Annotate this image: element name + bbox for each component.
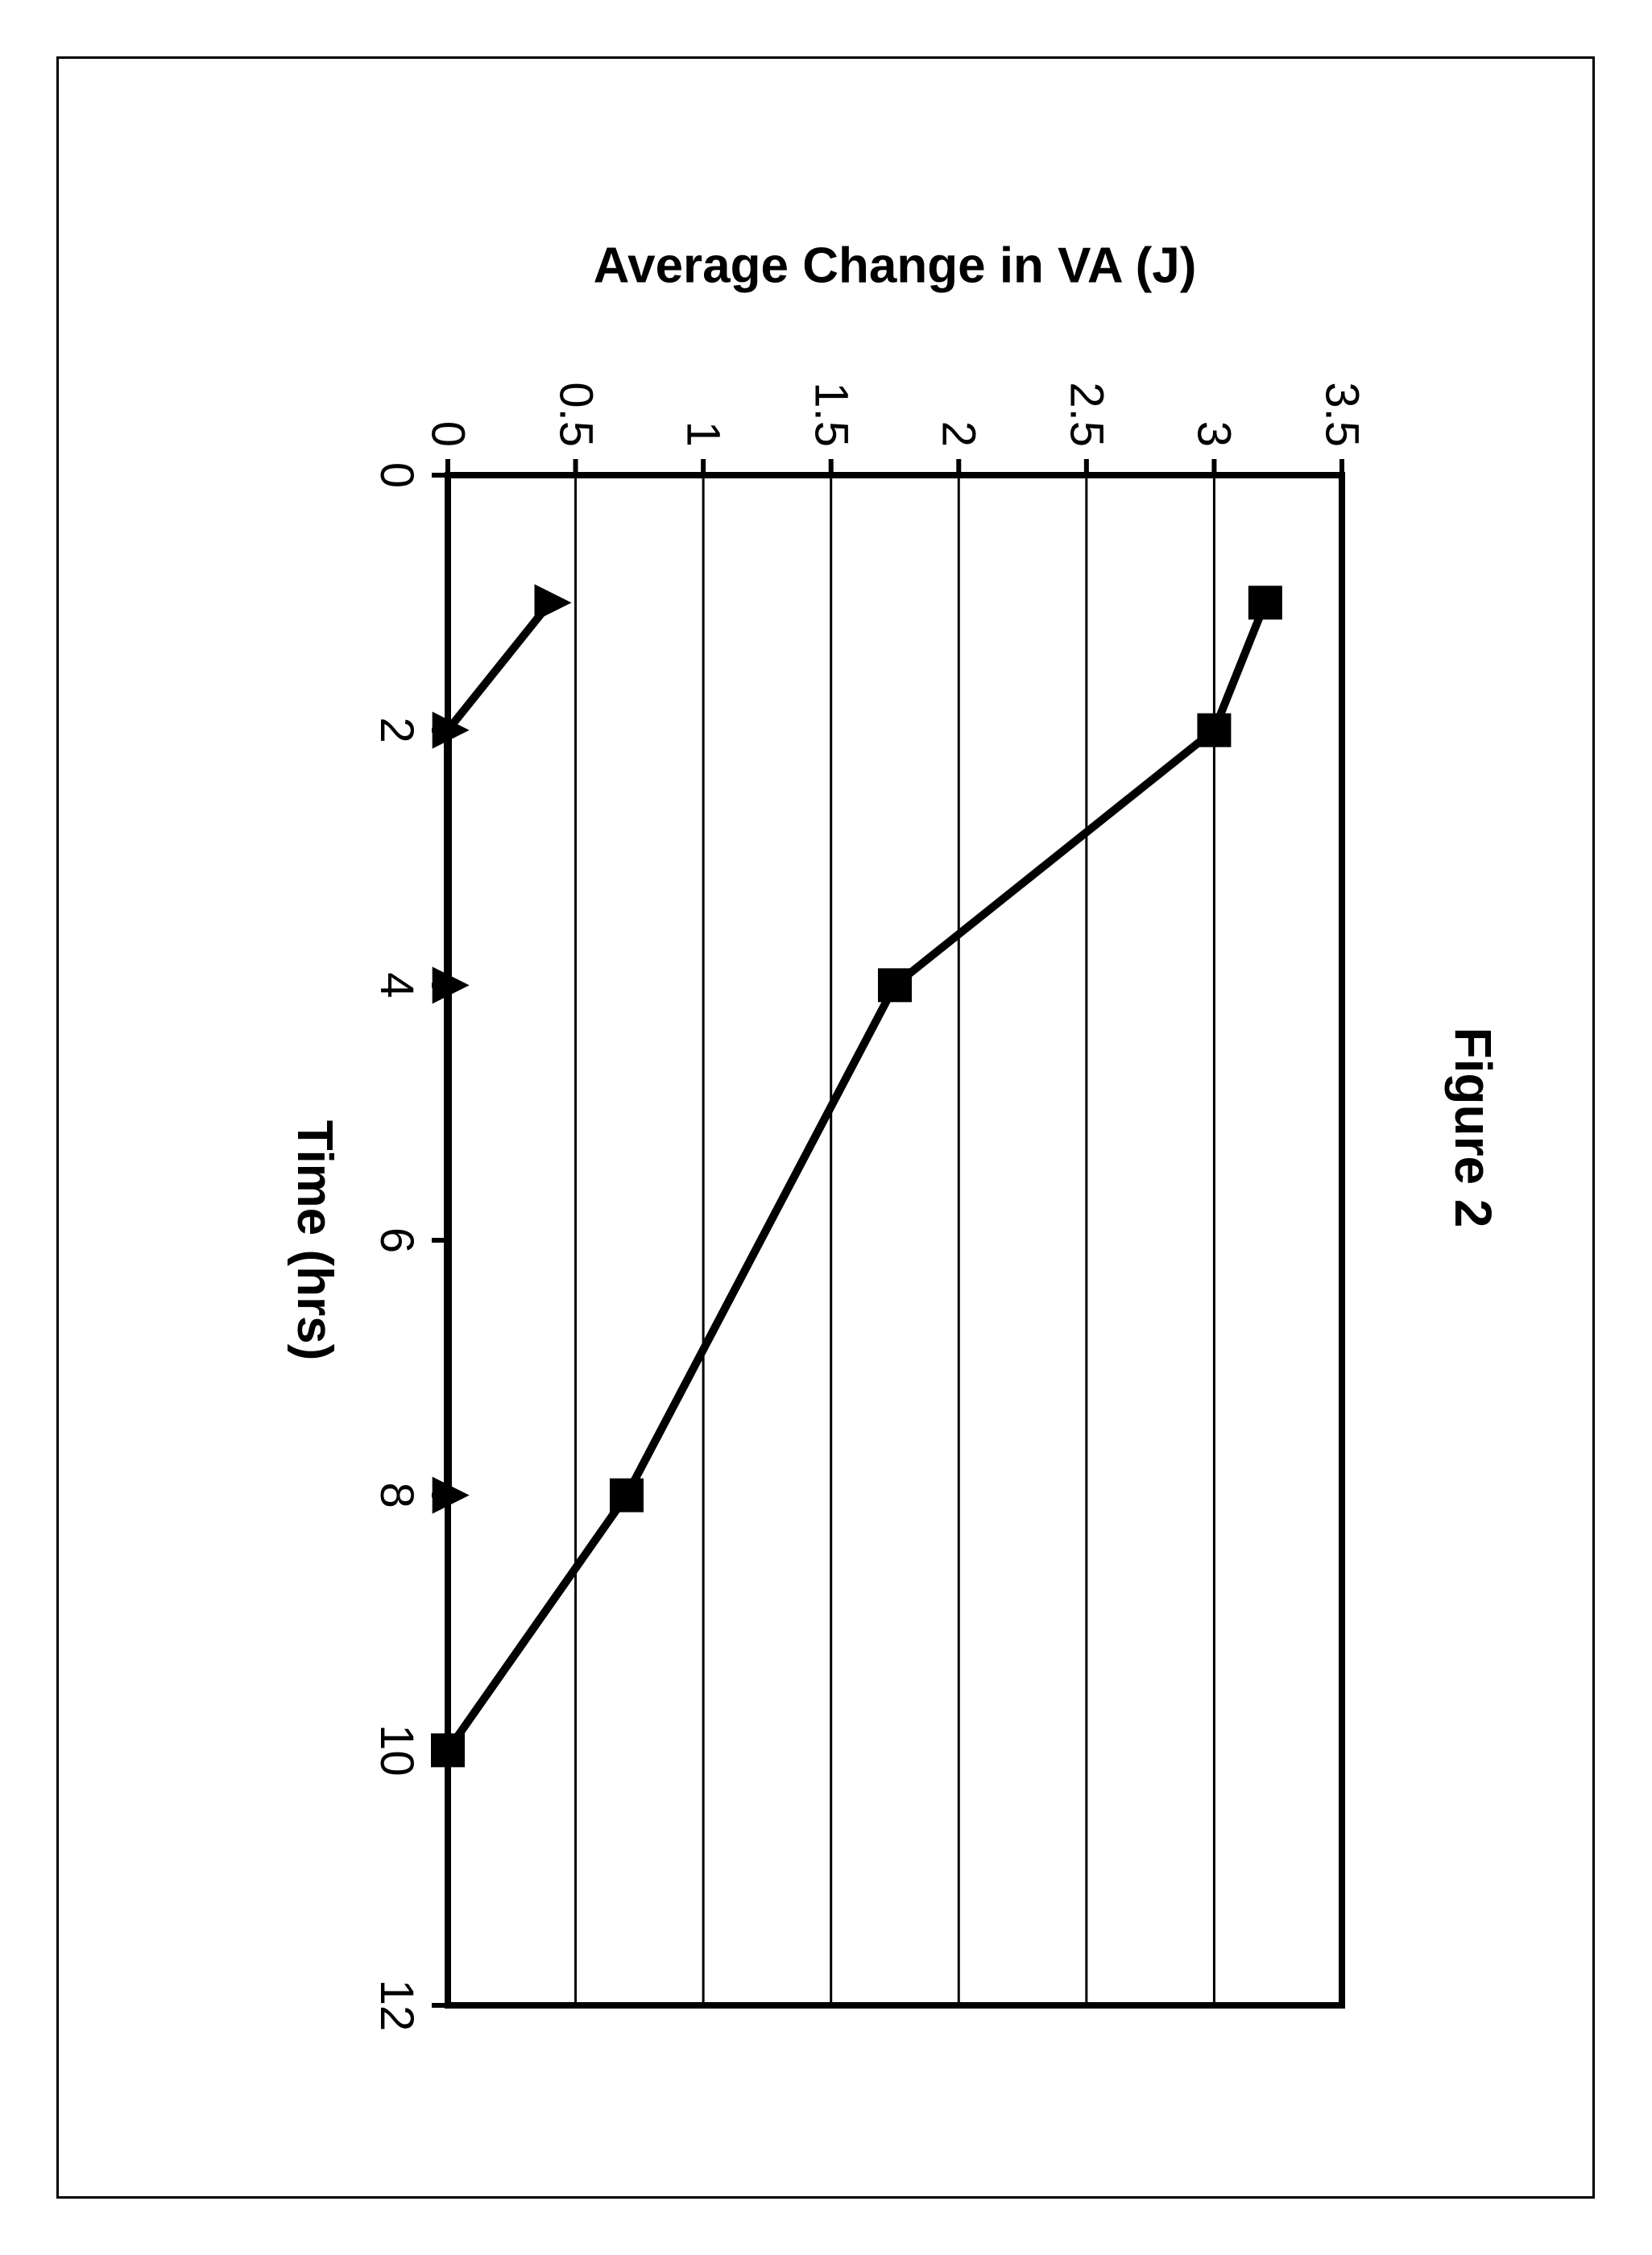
marker-square: [610, 1479, 644, 1512]
tick-label: 12: [370, 1980, 424, 2032]
page: Figure 2 Time (hrs) Average Change in VA…: [0, 0, 1652, 2255]
x-axis-label: Time (hrs): [286, 1120, 343, 1361]
figure-rotated-container: Figure 2 Time (hrs) Average Change in VA…: [101, 121, 1551, 2134]
tick-label: 1: [676, 421, 730, 447]
tick-label: 1.5: [804, 382, 858, 447]
marker-square: [878, 968, 912, 1002]
tick-label: 6: [370, 1227, 424, 1253]
tick-label: 2: [370, 718, 424, 743]
tick-label: 8: [370, 1483, 424, 1508]
tick-label: 10: [370, 1724, 424, 1777]
tick-label: 0.5: [549, 382, 602, 447]
tick-label: 0: [420, 421, 474, 447]
tick-label: 2.5: [1059, 382, 1113, 447]
marker-square: [431, 1733, 465, 1767]
series-line-square-series: [448, 602, 1265, 1750]
plot-border: [448, 475, 1342, 2005]
tick-label: 2: [931, 421, 985, 447]
tick-label: 3.5: [1315, 382, 1368, 447]
marker-square: [1248, 585, 1281, 619]
tick-label: 0: [370, 462, 424, 488]
series-line-triangle-series: [448, 602, 550, 1495]
marker-triangle: [534, 584, 571, 621]
marker-square: [1197, 714, 1231, 747]
tick-label: 4: [370, 972, 424, 998]
y-axis-label: Average Change in VA (J): [593, 238, 1196, 295]
tick-label: 3: [1186, 421, 1240, 447]
figure-title: Figure 2: [1443, 1028, 1503, 1228]
